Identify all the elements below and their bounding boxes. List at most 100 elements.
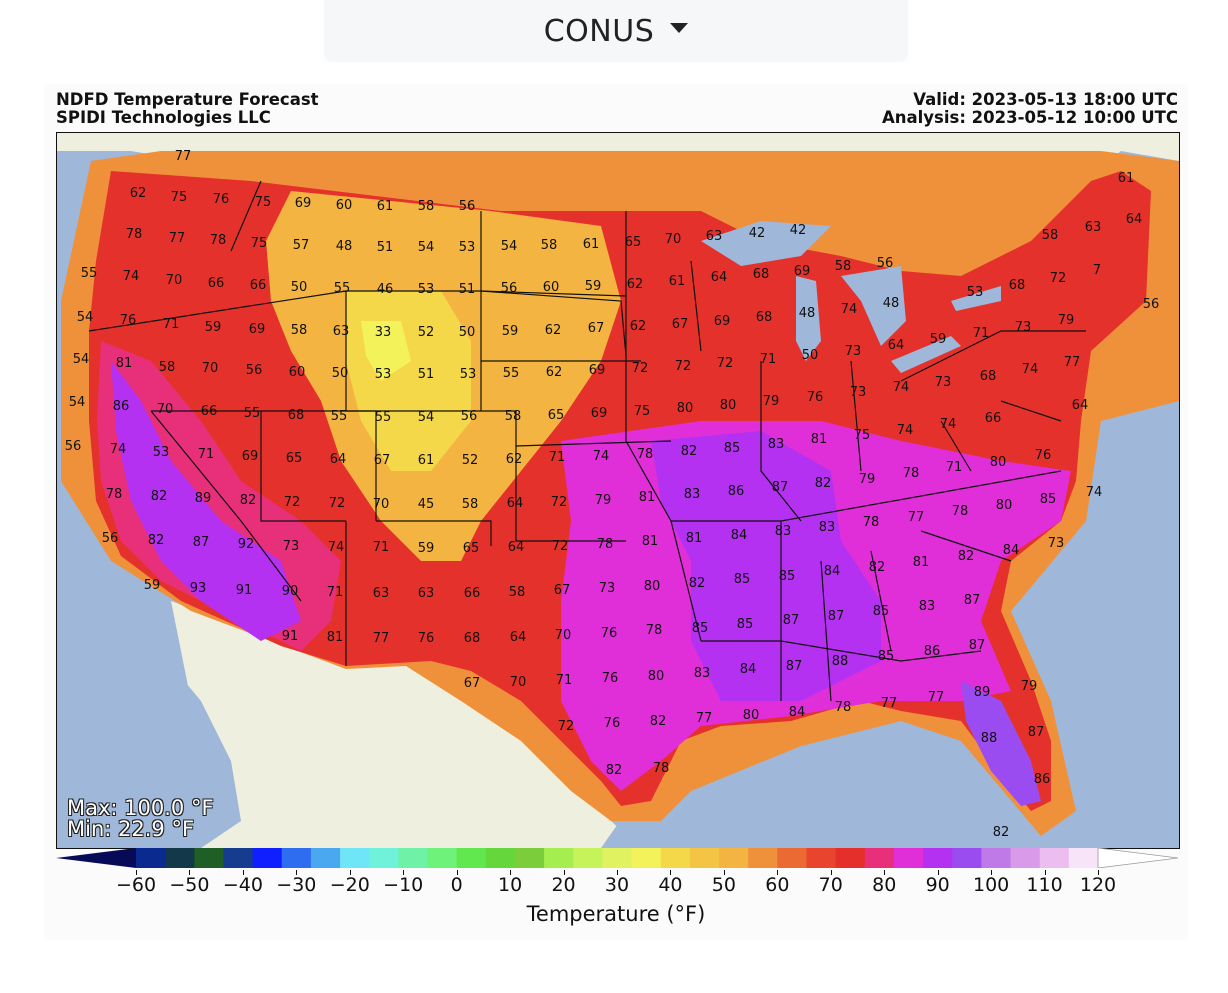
temperature-label: 88 xyxy=(832,654,849,669)
temperature-label: 77 xyxy=(696,711,713,726)
temperature-label: 48 xyxy=(799,306,816,321)
temperature-label: 70 xyxy=(166,273,183,288)
temperature-label: 74 xyxy=(1086,485,1103,500)
southwest-violet xyxy=(111,361,301,641)
colorbar-tick-label: −30 xyxy=(276,874,317,896)
colorbar-bin xyxy=(806,848,837,868)
colorbar-bin xyxy=(369,848,399,868)
temperature-label: 65 xyxy=(625,235,642,250)
temperature-label: 58 xyxy=(418,199,435,214)
lake-michigan xyxy=(796,276,821,361)
temperature-label: 73 xyxy=(1015,320,1032,335)
temperature-label: 72 xyxy=(551,495,568,510)
mountain-coldest xyxy=(361,321,411,381)
temperature-label: 56 xyxy=(877,256,894,271)
colorbar-tick-mark xyxy=(510,870,512,875)
temperature-label: 81 xyxy=(327,630,344,645)
colorbar-tick-label: −20 xyxy=(329,874,370,896)
temperature-label: 85 xyxy=(878,649,895,664)
temperature-label: 69 xyxy=(794,264,811,279)
colorbar-bin xyxy=(893,848,924,868)
state-borders xyxy=(88,180,1086,702)
colorbar-tick-label: 80 xyxy=(872,874,897,896)
figure-header-left: NDFD Temperature Forecast SPIDI Technolo… xyxy=(56,91,319,127)
temperature-label: 33 xyxy=(375,325,392,340)
temperature-label: 55 xyxy=(334,281,351,296)
colorbar-tick-mark xyxy=(349,870,351,875)
temperature-label: 56 xyxy=(501,281,518,296)
temperature-label: 55 xyxy=(244,406,261,421)
colorbar-tick-mark xyxy=(991,870,993,875)
temperature-label: 85 xyxy=(692,621,709,636)
temperature-label: 64 xyxy=(330,452,347,467)
temperature-label: 61 xyxy=(418,453,435,468)
caret-down-icon xyxy=(670,23,689,33)
colorbar-bin xyxy=(573,848,603,868)
colorbar-tick-mark xyxy=(723,870,725,875)
temperature-label: 74 xyxy=(893,380,910,395)
colorbar-extend-low xyxy=(56,848,136,868)
temperature-label: 80 xyxy=(677,401,694,416)
colorbar-tick-label: 10 xyxy=(498,874,523,896)
temperature-label: 82 xyxy=(689,576,706,591)
temperature-label: 82 xyxy=(151,489,168,504)
temperature-label: 75 xyxy=(255,195,272,210)
temperature-label: 86 xyxy=(728,484,745,499)
colorbar-tick-mark xyxy=(456,870,458,875)
lake-erie xyxy=(891,336,961,373)
temperature-label: 48 xyxy=(336,239,353,254)
temperature-label: 58 xyxy=(509,585,526,600)
temperature-label: 89 xyxy=(195,491,212,506)
florida-violet xyxy=(961,681,1041,806)
temperature-label: 55 xyxy=(503,366,520,381)
colorbar-title: Temperature (°F) xyxy=(526,902,706,926)
temperature-label: 58 xyxy=(462,497,479,512)
colorbar-tick-label: 50 xyxy=(711,874,736,896)
region-selector[interactable]: CONUS xyxy=(324,0,908,62)
temperature-label: 82 xyxy=(993,825,1010,840)
temperature-label: 93 xyxy=(190,581,207,596)
colorbar-tick-mark xyxy=(136,870,137,875)
temperature-label: 53 xyxy=(967,285,984,300)
temperature-label: 84 xyxy=(1003,543,1020,558)
temperature-label: 51 xyxy=(377,240,394,255)
colorbar-tick-label: −50 xyxy=(169,874,210,896)
temperature-label: 72 xyxy=(284,495,301,510)
temperature-label: 86 xyxy=(1034,772,1051,787)
temperature-label: 74 xyxy=(940,417,957,432)
colorbar-bin xyxy=(923,848,953,868)
temperature-label: 56 xyxy=(1143,297,1160,312)
temperature-label: 84 xyxy=(731,528,748,543)
temperature-label: 78 xyxy=(210,233,227,248)
temperature-label: 85 xyxy=(873,604,890,619)
temperature-label: 83 xyxy=(684,487,701,502)
analysis-time: Analysis: 2023-05-12 10:00 UTC xyxy=(881,108,1178,127)
colorbar-bin xyxy=(544,848,574,868)
temperature-label: 89 xyxy=(974,685,991,700)
temperature-label: 63 xyxy=(418,586,435,601)
temperature-label: 71 xyxy=(198,447,215,462)
temperature-label: 87 xyxy=(786,659,803,674)
temperature-label: 61 xyxy=(583,237,600,252)
temperature-label: 77 xyxy=(881,696,898,711)
temperature-label: 85 xyxy=(737,617,754,632)
temperature-label: 75 xyxy=(634,404,651,419)
temperature-label: 54 xyxy=(69,395,86,410)
temperature-label: 90 xyxy=(282,584,299,599)
colorbar-bin xyxy=(281,848,312,868)
temperature-label: 86 xyxy=(924,644,941,659)
temperature-map: 77 62 75 76 75 69 60 61 58 56 78 77 78 75 57 48 51 54 53 54… xyxy=(56,132,1180,849)
temperature-label: 68 xyxy=(980,369,997,384)
colorbar-tick-label: −40 xyxy=(222,874,263,896)
colorbar-tick-label: −10 xyxy=(383,874,424,896)
temperature-label: 83 xyxy=(768,437,785,452)
temperature-label: 70 xyxy=(510,675,527,690)
temperature-label: 65 xyxy=(548,408,565,423)
temperature-label: 63 xyxy=(333,324,350,339)
colorbar-bin xyxy=(748,848,778,868)
temperature-label: 78 xyxy=(646,623,663,638)
temperature-label: 69 xyxy=(249,322,266,337)
temperature-label: 78 xyxy=(952,504,969,519)
colorbar-tick-label: −60 xyxy=(115,874,157,896)
temperature-label: 76 xyxy=(213,192,230,207)
